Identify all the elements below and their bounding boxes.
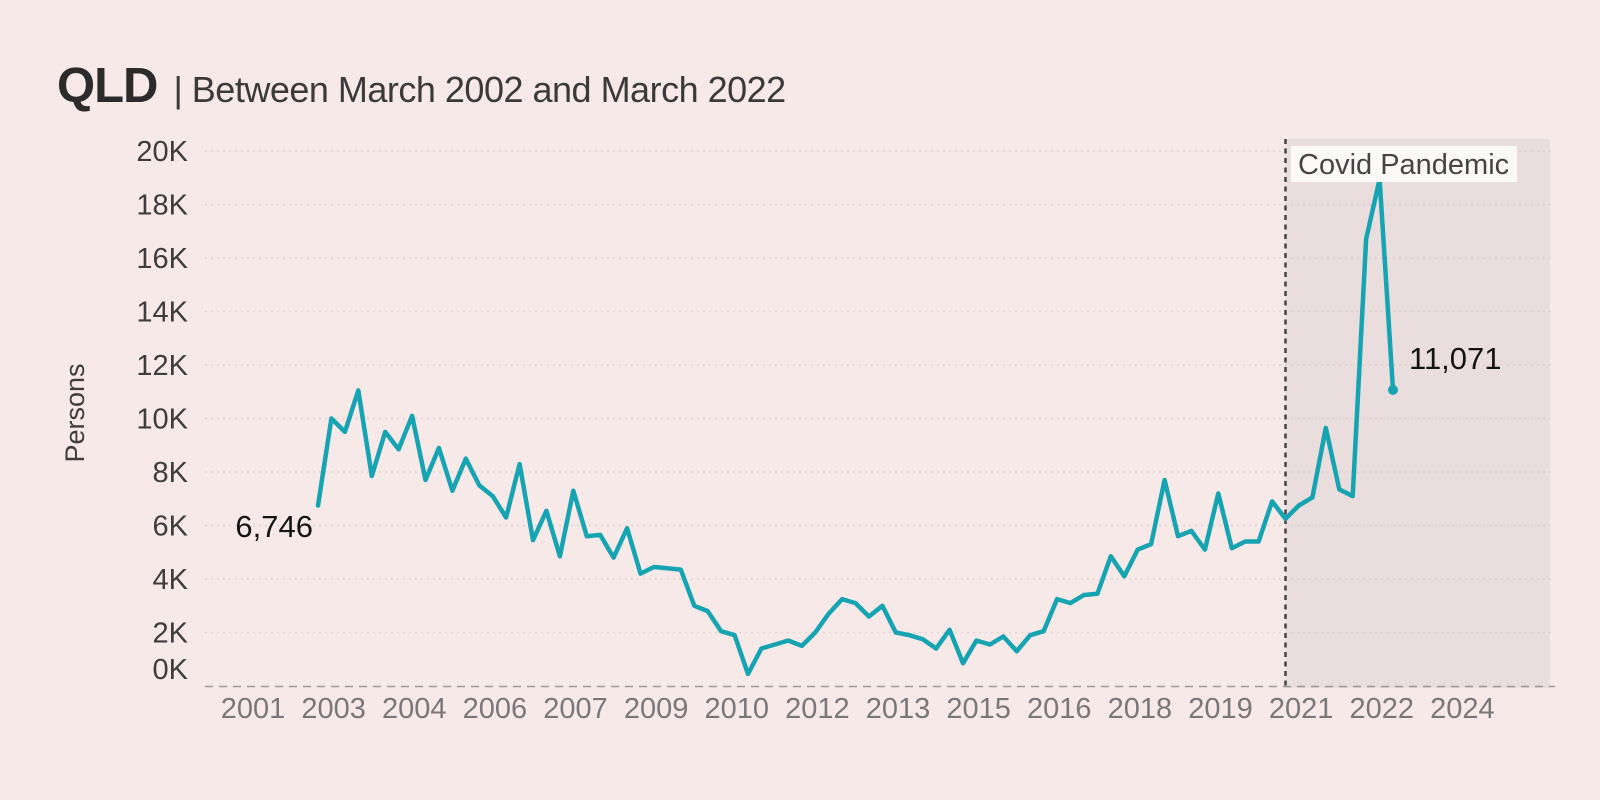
y-axis-title: Persons	[60, 363, 90, 462]
end-value-label: 11,071	[1409, 341, 1502, 376]
y-tick-label: 4K	[153, 564, 189, 596]
page-subtitle: | Between March 2002 and March 2022	[173, 69, 786, 110]
y-tick-label: 0K	[153, 654, 189, 686]
x-tick-label: 2001	[221, 693, 286, 725]
covid-label: Covid Pandemic	[1298, 149, 1509, 181]
last-point-marker	[1388, 384, 1398, 395]
x-tick-label: 2019	[1188, 693, 1253, 725]
y-tick-label: 6K	[153, 511, 189, 543]
x-tick-label: 2006	[463, 693, 528, 725]
covid-region-highlight	[1285, 139, 1550, 688]
y-tick-label: 2K	[153, 618, 189, 650]
page-header: QLD | Between March 2002 and March 2022	[57, 58, 786, 114]
start-value-label: 6,746	[235, 509, 313, 544]
y-tick-label: 12K	[136, 350, 188, 382]
x-tick-label: 2013	[866, 693, 931, 725]
x-tick-label: 2022	[1350, 693, 1415, 725]
x-axis-tick-labels: 2001 2003 2004 2006 2007 2009 2010 2012 2013 2015…	[221, 693, 1495, 725]
x-tick-label: 2009	[624, 693, 689, 725]
page-title: QLD	[57, 59, 158, 113]
x-tick-label: 2016	[1027, 693, 1092, 725]
y-tick-label: 20K	[136, 136, 188, 168]
x-tick-label: 2015	[946, 693, 1011, 725]
y-tick-label: 18K	[136, 190, 188, 222]
x-tick-label: 2021	[1269, 693, 1334, 725]
x-tick-label: 2004	[382, 693, 447, 725]
x-tick-label: 2018	[1108, 693, 1173, 725]
y-tick-label: 10K	[136, 404, 188, 436]
x-tick-label: 2007	[543, 693, 608, 725]
y-tick-label: 8K	[153, 457, 189, 489]
x-tick-label: 2010	[705, 693, 770, 725]
y-tick-label: 16K	[136, 243, 188, 275]
y-tick-label: 14K	[136, 297, 188, 329]
x-tick-label: 2024	[1430, 693, 1495, 725]
y-axis-tick-labels: 0K 2K 4K 6K 8K 10K 12K 14K 16K 18K 20K	[136, 136, 188, 686]
x-tick-label: 2003	[301, 693, 366, 725]
persons-line-series	[315, 176, 1396, 677]
x-tick-label: 2012	[785, 693, 850, 725]
covid-label-box	[1291, 146, 1517, 182]
